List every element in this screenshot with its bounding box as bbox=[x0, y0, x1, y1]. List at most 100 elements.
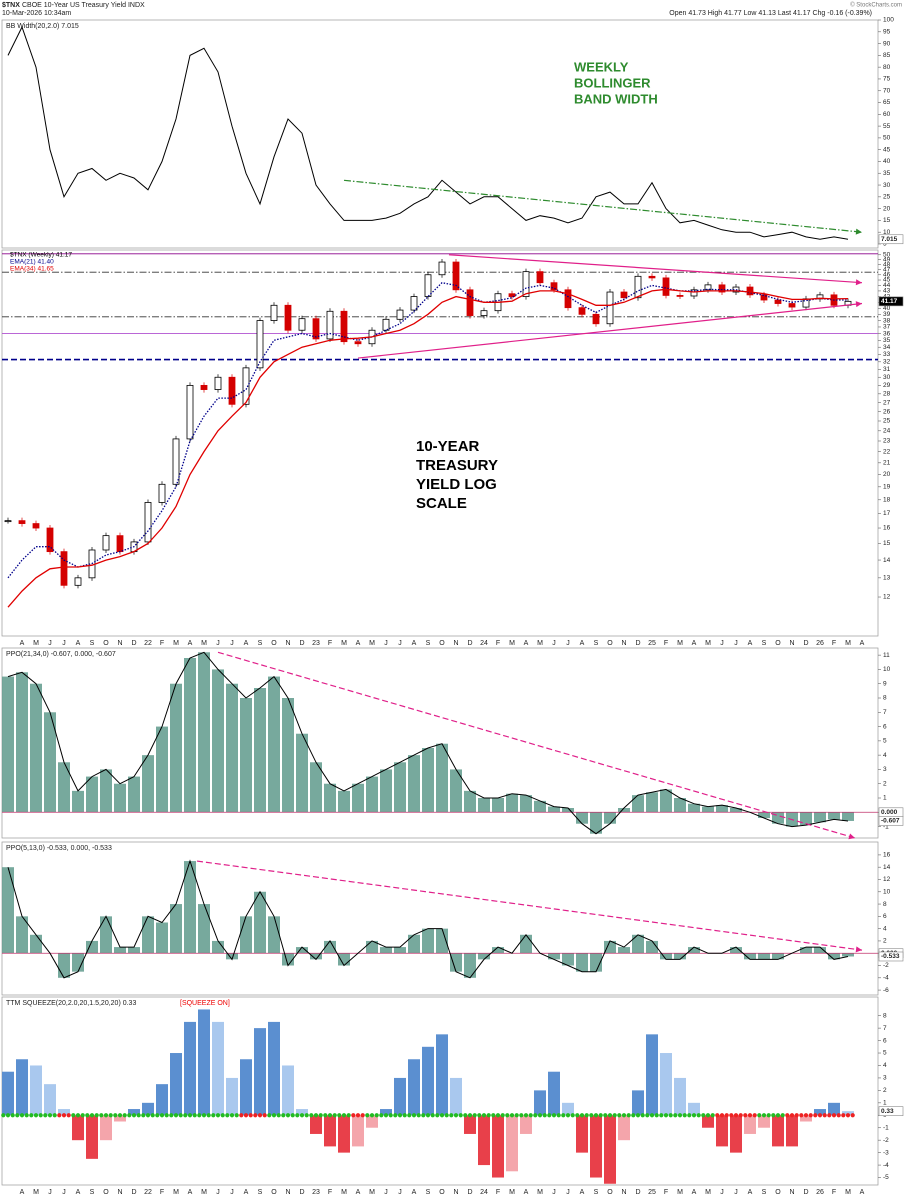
momentum-bar bbox=[128, 1109, 140, 1116]
annotation: SCALE bbox=[416, 495, 467, 512]
squeeze-dot bbox=[687, 1113, 692, 1118]
histogram-bar bbox=[296, 947, 308, 954]
squeeze-dot bbox=[845, 1113, 851, 1118]
squeeze-dot bbox=[673, 1113, 678, 1118]
squeeze-dot bbox=[491, 1113, 496, 1118]
y-tick-label: 5 bbox=[883, 1050, 887, 1057]
squeeze-dot bbox=[598, 1113, 603, 1118]
momentum-bar bbox=[310, 1115, 322, 1134]
y-tick-label: 75 bbox=[883, 76, 891, 83]
histogram-bar bbox=[520, 934, 532, 954]
x-tick-label: S bbox=[258, 1189, 263, 1196]
x-tick-label: M bbox=[705, 1189, 711, 1196]
candle bbox=[396, 309, 404, 320]
value-box bbox=[878, 1106, 904, 1116]
x-tick-label: S bbox=[762, 640, 767, 647]
y-tick-label: 29 bbox=[883, 382, 891, 389]
y-tick-label: 65 bbox=[883, 99, 891, 106]
x-tick-label: O bbox=[439, 640, 445, 647]
x-tick-label: A bbox=[244, 640, 249, 647]
y-tick-label: -2 bbox=[883, 962, 889, 969]
squeeze-dot bbox=[794, 1113, 799, 1118]
squeeze-dot bbox=[141, 1113, 146, 1118]
histogram-bar bbox=[324, 783, 336, 813]
x-tick-label: N bbox=[789, 640, 794, 647]
x-tick-label: M bbox=[509, 640, 515, 647]
histogram-bar bbox=[660, 953, 672, 960]
x-tick-label: M bbox=[845, 1189, 851, 1196]
series-legend: $TNX (Weekly) 41.17 bbox=[10, 252, 72, 259]
histogram-bar bbox=[702, 806, 714, 813]
x-tick-label: M bbox=[341, 640, 347, 647]
trendline bbox=[448, 254, 863, 284]
momentum-bar bbox=[254, 1028, 266, 1116]
squeeze-dot bbox=[495, 1113, 501, 1118]
x-tick-label: A bbox=[748, 640, 753, 647]
value-box bbox=[878, 951, 904, 962]
x-tick-label: N bbox=[789, 1189, 794, 1196]
momentum-bar bbox=[394, 1077, 406, 1116]
momentum-bar bbox=[436, 1034, 448, 1116]
momentum-bar bbox=[772, 1115, 784, 1147]
y-tick-label: 26 bbox=[883, 408, 891, 415]
momentum-bar bbox=[674, 1077, 686, 1116]
histogram-bar bbox=[44, 712, 56, 813]
y-tick-label: 19 bbox=[883, 484, 891, 491]
x-tick-label: A bbox=[20, 1189, 25, 1196]
annotation: YIELD LOG bbox=[416, 476, 497, 493]
squeeze-dot bbox=[318, 1113, 323, 1118]
squeeze-dot bbox=[775, 1113, 781, 1118]
histogram-bar bbox=[688, 803, 700, 813]
squeeze-dot bbox=[290, 1113, 295, 1118]
squeeze-dot bbox=[715, 1113, 720, 1118]
squeeze-dot bbox=[537, 1113, 543, 1118]
squeeze-dot bbox=[369, 1113, 375, 1118]
squeeze-dot bbox=[645, 1113, 650, 1118]
series-legend: EMA(21) 41.40 bbox=[10, 259, 54, 266]
histogram-bar bbox=[590, 953, 602, 972]
value-box bbox=[878, 816, 904, 826]
squeeze-dot bbox=[379, 1113, 384, 1118]
momentum-bar bbox=[100, 1115, 112, 1141]
y-tick-label: 16 bbox=[883, 525, 891, 532]
x-tick-label: J bbox=[398, 640, 402, 647]
candle bbox=[326, 310, 334, 340]
x-tick-label: S bbox=[90, 1189, 95, 1196]
candle bbox=[144, 502, 152, 543]
momentum-bar bbox=[72, 1115, 84, 1141]
momentum-bar bbox=[478, 1115, 490, 1166]
histogram-bar bbox=[100, 916, 112, 954]
x-tick-label: D bbox=[131, 640, 136, 647]
candle bbox=[172, 438, 180, 485]
y-tick-label: 5 bbox=[883, 738, 887, 745]
squeeze-dot bbox=[201, 1113, 207, 1118]
y-tick-label: 45 bbox=[883, 146, 891, 153]
squeeze-dot bbox=[631, 1113, 636, 1118]
momentum-bar bbox=[646, 1034, 658, 1116]
histogram-bar bbox=[646, 792, 658, 813]
x-tick-label: 24 bbox=[480, 1189, 488, 1196]
histogram-bar bbox=[156, 922, 168, 954]
x-tick-label: D bbox=[467, 640, 472, 647]
momentum-bar bbox=[814, 1109, 826, 1116]
annotation: TREASURY bbox=[416, 457, 498, 474]
squeeze-dot bbox=[691, 1113, 697, 1118]
x-tick-label: S bbox=[762, 1189, 767, 1196]
x-tick-label: J bbox=[230, 640, 234, 647]
histogram-bar bbox=[128, 947, 140, 954]
y-tick-label: -4 bbox=[883, 1162, 889, 1169]
squeeze-dot bbox=[313, 1113, 319, 1118]
squeeze-dot bbox=[178, 1113, 183, 1118]
squeeze-dot bbox=[61, 1113, 67, 1118]
x-tick-label: A bbox=[356, 1189, 361, 1196]
y-tick-label: 35 bbox=[883, 337, 891, 344]
histogram-bar bbox=[16, 916, 28, 954]
squeeze-dot bbox=[225, 1113, 230, 1118]
momentum-bar bbox=[324, 1115, 336, 1147]
value-box-label: -0.533 bbox=[881, 953, 900, 960]
x-tick-label: F bbox=[160, 640, 164, 647]
histogram-bar bbox=[814, 812, 826, 823]
x-tick-label: A bbox=[580, 1189, 585, 1196]
momentum-bar bbox=[758, 1115, 770, 1128]
squeeze-dot bbox=[710, 1113, 715, 1118]
